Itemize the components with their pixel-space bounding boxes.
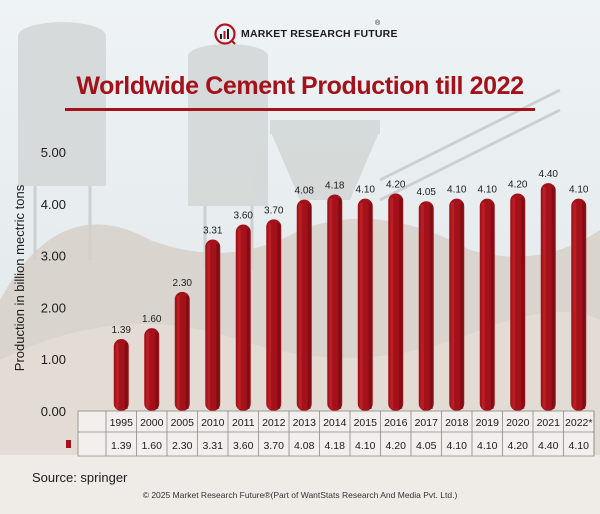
table-value-cell: 3.31 — [203, 440, 224, 452]
table-value-cell: 1.39 — [111, 440, 132, 452]
bar-value-label: 4.10 — [356, 185, 376, 196]
bar-shade — [216, 243, 220, 409]
bar-value-label: 3.31 — [203, 226, 223, 237]
title-underline — [65, 108, 535, 111]
page-title: Worldwide Cement Production till 2022 — [76, 72, 524, 100]
table-value-cell: 4.20 — [386, 440, 407, 452]
brand-name: MARKET RESEARCH FUTURE — [241, 28, 398, 40]
bar-shade — [307, 203, 311, 409]
bar-shade — [155, 332, 159, 409]
x-tick-label: 2012 — [262, 417, 286, 429]
bar-shade — [551, 187, 555, 409]
bar-value-label: 3.60 — [234, 211, 254, 222]
bar-highlight — [176, 295, 180, 409]
bar-shade — [124, 342, 128, 409]
bar-highlight — [359, 202, 363, 409]
bar-highlight — [573, 202, 577, 409]
bar-shade — [582, 202, 586, 409]
logo-mark-icon — [214, 23, 236, 45]
y-axis-label: Production in billion mectric tons — [12, 184, 27, 371]
data-table-frame — [77, 410, 595, 457]
table-value-cell: 4.10 — [355, 440, 376, 452]
bar-shade — [368, 202, 372, 409]
bar-value-label: 4.10 — [478, 185, 498, 196]
x-tick-label: 2013 — [293, 417, 317, 429]
bar-shade — [246, 228, 250, 409]
x-tick-label: 2005 — [171, 417, 195, 429]
bar-highlight — [390, 197, 394, 409]
table-value-cell: 3.60 — [233, 440, 254, 452]
bar-value-label: 4.05 — [417, 187, 437, 198]
y-tick-label: 4.00 — [41, 197, 66, 212]
table-value-cell: 4.10 — [477, 440, 498, 452]
bar-highlight — [420, 205, 424, 409]
bar-value-label: 4.20 — [386, 179, 406, 190]
y-tick-label: 3.00 — [41, 249, 66, 264]
bar-value-label: 4.08 — [295, 186, 315, 197]
bar-highlight — [481, 202, 485, 409]
bar-shade — [490, 202, 494, 409]
x-tick-label: 2014 — [323, 417, 347, 429]
x-tick-label: 2022* — [565, 417, 592, 429]
legend-swatch — [66, 440, 71, 448]
bar-value-label: 3.70 — [264, 205, 284, 216]
y-tick-label: 0.00 — [41, 404, 66, 419]
bar-highlight — [268, 223, 272, 409]
table-value-cell: 4.10 — [447, 440, 468, 452]
bar-highlight — [451, 202, 455, 409]
bar-value-label: 4.20 — [508, 179, 528, 190]
bar-value-label: 2.30 — [173, 278, 193, 289]
y-tick-label: 2.00 — [41, 300, 66, 315]
bar-highlight — [115, 342, 119, 409]
x-tick-label: 1995 — [110, 417, 134, 429]
x-tick-label: 2019 — [476, 417, 500, 429]
bar-shade — [338, 198, 342, 409]
bar-shade — [277, 223, 281, 409]
x-tick-label: 2011 — [232, 417, 255, 429]
x-tick-label: 2018 — [445, 417, 469, 429]
x-tick-label: 2017 — [415, 417, 439, 429]
y-tick-label: 5.00 — [41, 145, 66, 160]
source-note: Source: springer — [32, 470, 128, 485]
table-value-cell: 3.70 — [264, 440, 285, 452]
registered-mark: ® — [375, 20, 381, 27]
y-tick-label: 1.00 — [41, 352, 66, 367]
bar-value-label: 4.10 — [447, 185, 467, 196]
table-value-cell: 2.30 — [172, 440, 193, 452]
table-value-cell: 4.20 — [508, 440, 529, 452]
bar-shade — [460, 202, 464, 409]
bar-shade — [399, 197, 403, 409]
bar-shade — [185, 295, 189, 409]
bar-highlight — [512, 197, 516, 409]
table-value-cell: 4.10 — [569, 440, 590, 452]
bar-value-label: 1.39 — [112, 325, 132, 336]
bar-value-label: 1.60 — [142, 314, 162, 325]
bar-highlight — [329, 198, 333, 409]
bar-highlight — [237, 228, 241, 409]
table-value-cell: 4.40 — [538, 440, 559, 452]
bar-highlight — [542, 187, 546, 409]
table-value-cell: 4.08 — [294, 440, 315, 452]
bar-value-label: 4.10 — [569, 185, 589, 196]
bar-shade — [429, 205, 433, 409]
bar-highlight — [207, 243, 211, 409]
bar-highlight — [298, 203, 302, 409]
bar-highlight — [146, 332, 150, 409]
bar-value-label: 4.40 — [539, 169, 559, 180]
bar-shade — [521, 197, 525, 409]
copyright-note: © 2025 Market Research Future®(Part of W… — [142, 490, 458, 500]
table-value-cell: 4.18 — [325, 440, 346, 452]
x-tick-label: 2016 — [384, 417, 408, 429]
x-tick-label: 2015 — [354, 417, 378, 429]
x-tick-label: 2010 — [201, 417, 225, 429]
brand-logo[interactable]: MARKET RESEARCH FUTURE ® — [214, 20, 398, 46]
bar-value-label: 4.18 — [325, 180, 345, 191]
table-value-cell: 4.05 — [416, 440, 437, 452]
x-tick-label: 2021 — [537, 417, 561, 429]
x-tick-label: 2020 — [506, 417, 530, 429]
table-value-cell: 1.60 — [142, 440, 163, 452]
x-tick-label: 2000 — [140, 417, 164, 429]
